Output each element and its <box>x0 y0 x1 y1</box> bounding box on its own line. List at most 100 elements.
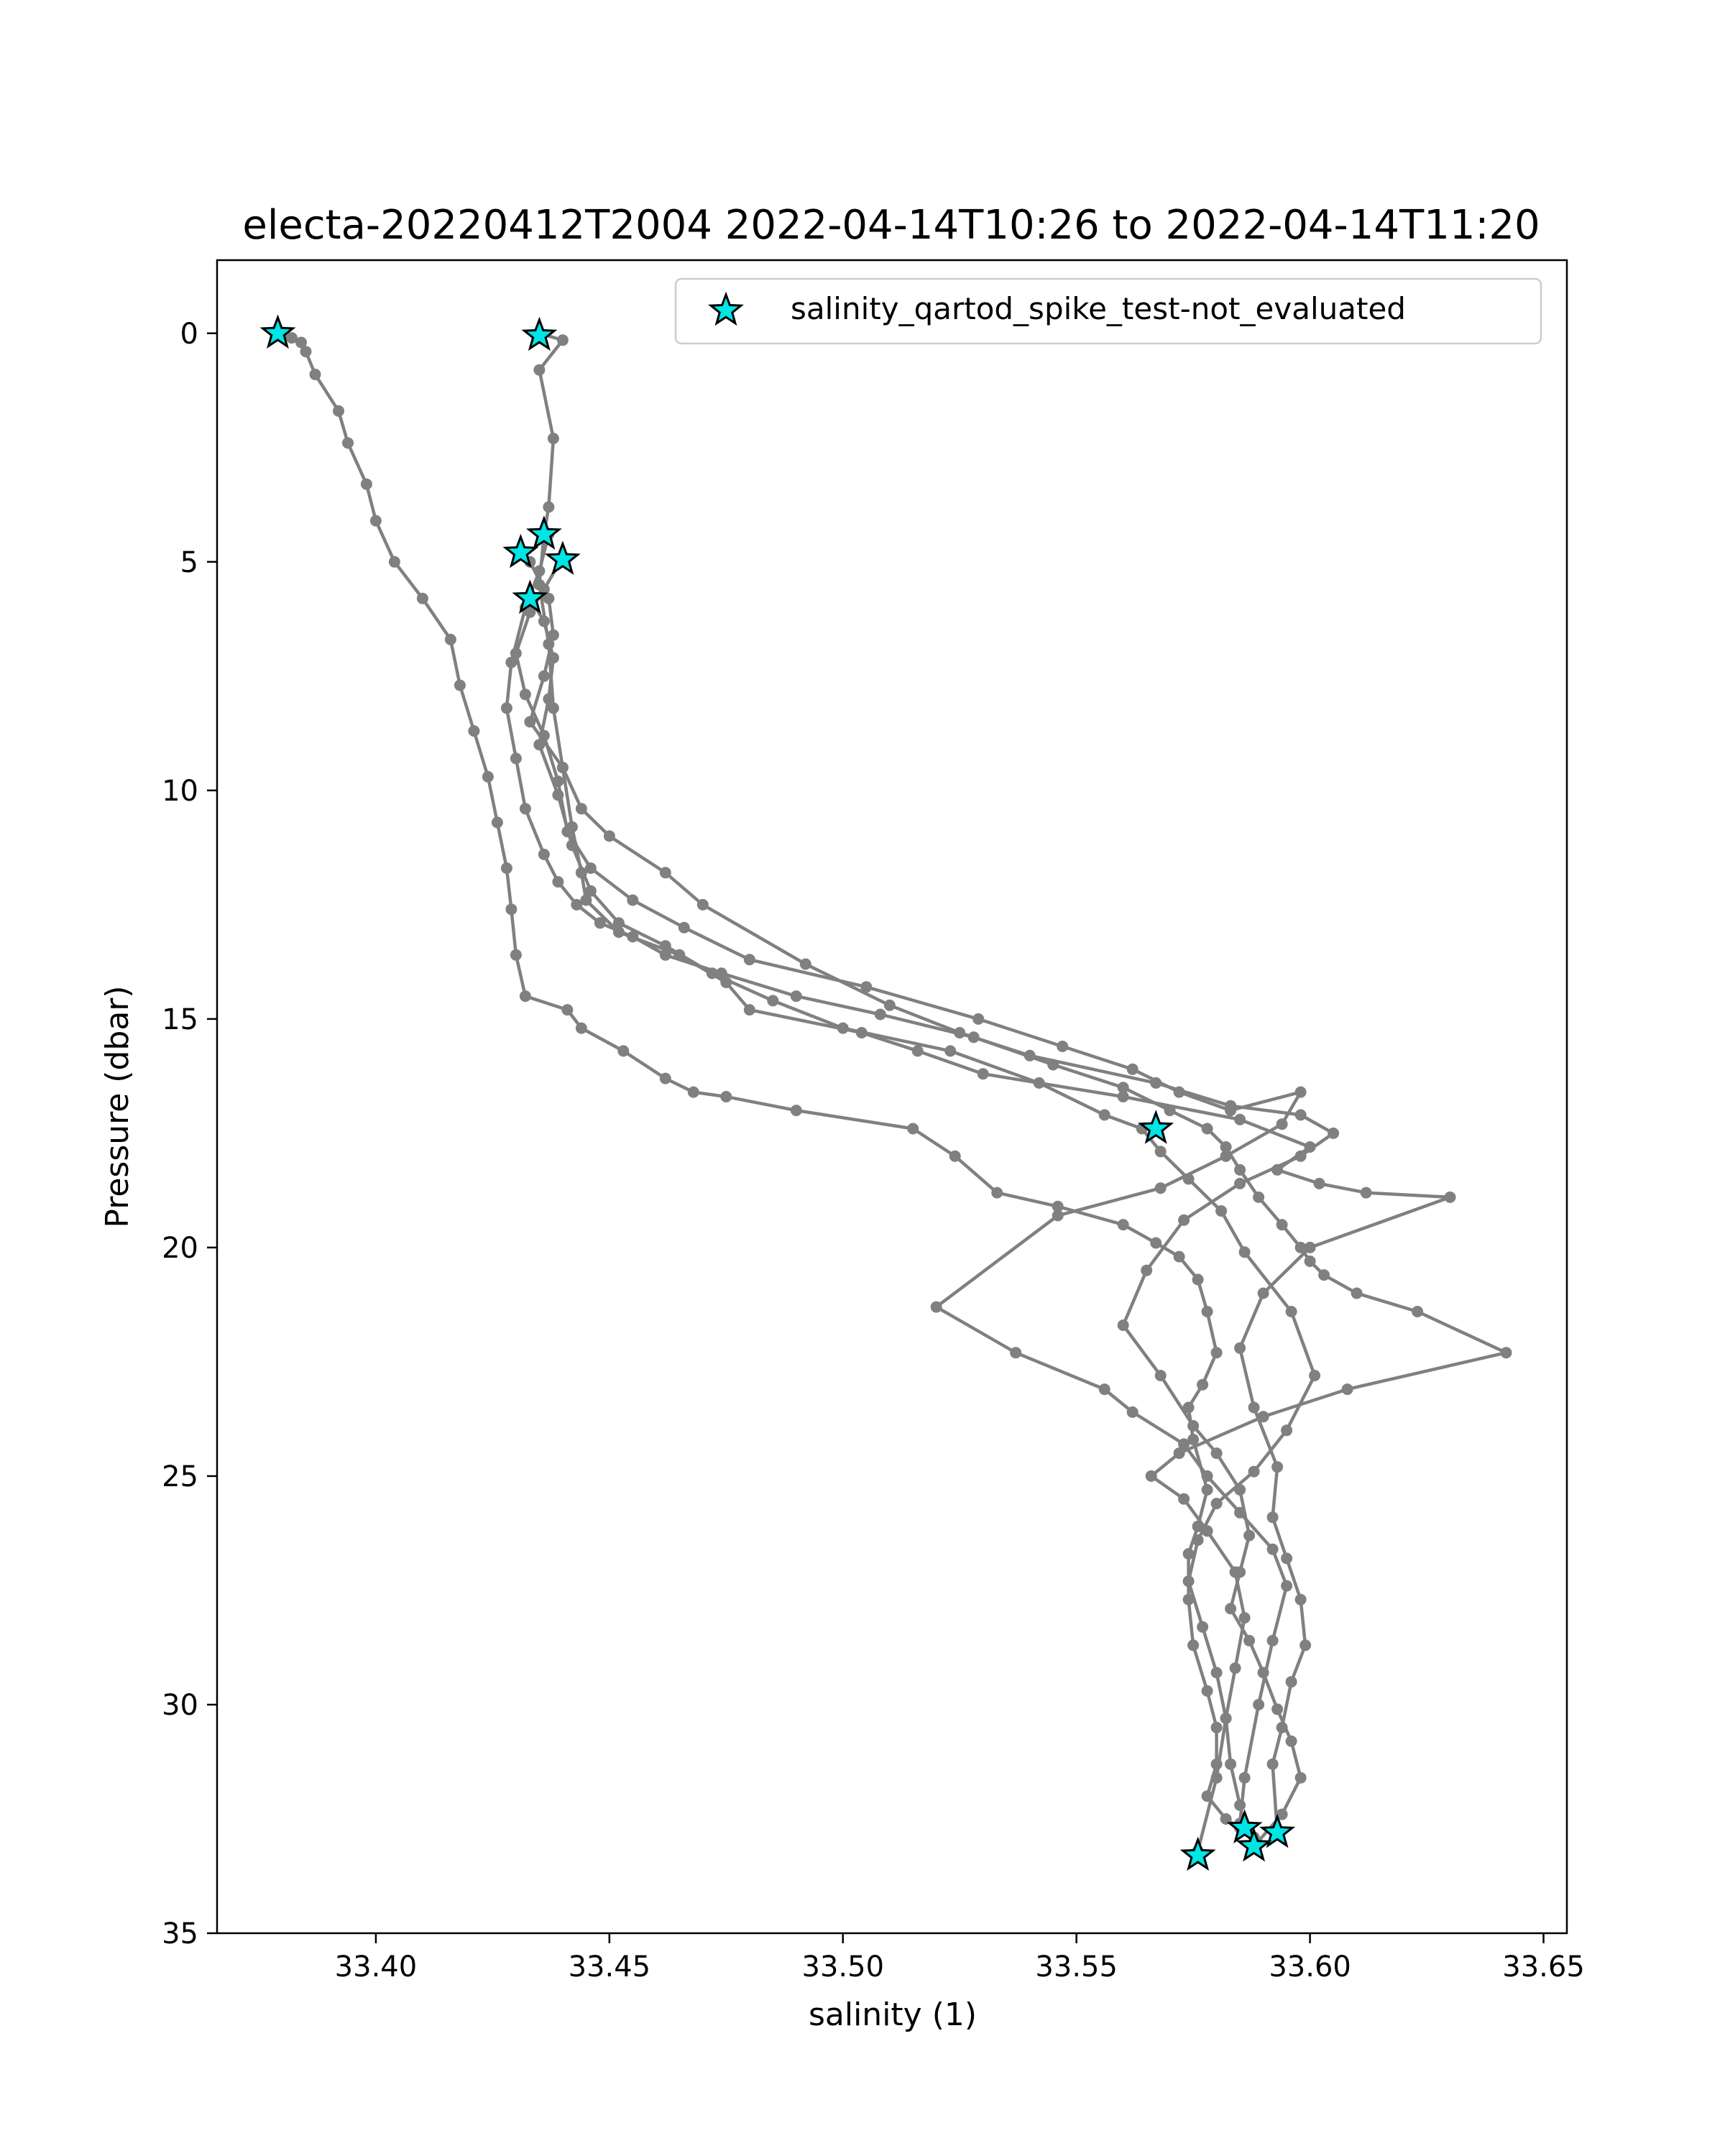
data-point <box>360 478 372 490</box>
data-point <box>1444 1191 1456 1203</box>
data-point <box>1225 1105 1237 1117</box>
y-tick-label: 0 <box>180 318 198 351</box>
data-point <box>1154 1146 1167 1158</box>
data-point <box>1178 1493 1190 1505</box>
data-point <box>1294 1086 1307 1098</box>
data-point <box>1178 1214 1190 1226</box>
data-point <box>1220 1141 1232 1153</box>
data-point <box>547 629 559 641</box>
spike-test-marker <box>259 314 296 349</box>
data-point <box>1117 1319 1129 1331</box>
data-point <box>533 364 546 376</box>
data-point <box>388 556 400 568</box>
data-point <box>538 670 550 682</box>
data-point <box>1098 1383 1110 1396</box>
data-point <box>1234 1177 1246 1189</box>
data-point <box>1197 1378 1209 1391</box>
data-point <box>1182 1575 1195 1588</box>
data-point <box>1201 1484 1213 1496</box>
data-point <box>1145 1470 1157 1482</box>
spike-test-marker <box>544 540 581 575</box>
spike-test-marker <box>512 579 548 614</box>
data-point <box>627 894 639 906</box>
data-point <box>790 1105 802 1117</box>
data-point <box>1182 1401 1195 1414</box>
y-axis-label: Pressure (dbar) <box>99 985 136 1227</box>
y-tick-label: 25 <box>162 1460 198 1493</box>
data-point <box>1141 1264 1153 1276</box>
legend-box <box>674 277 1542 345</box>
data-point <box>659 949 671 961</box>
profile-line-5 <box>514 556 1302 1824</box>
data-point <box>1182 1548 1195 1560</box>
data-point <box>561 826 574 838</box>
data-point <box>837 1022 849 1034</box>
data-point <box>1215 1205 1228 1217</box>
data-point <box>1300 1639 1312 1651</box>
y-axis: 0 5 10 15 20 25 30 35 <box>162 318 217 1950</box>
data-point <box>309 369 321 380</box>
data-point <box>538 615 550 627</box>
data-point <box>510 752 522 765</box>
data-point <box>659 1072 671 1084</box>
data-point <box>1294 1241 1307 1253</box>
data-point <box>1187 1434 1200 1445</box>
data-point <box>1238 1612 1251 1624</box>
data-point <box>1243 1529 1256 1542</box>
data-point <box>972 1013 985 1025</box>
data-point <box>860 981 873 993</box>
profile-line-3 <box>519 551 1335 1848</box>
data-point <box>1276 1118 1288 1130</box>
data-point <box>678 921 690 934</box>
data-point <box>1234 1506 1246 1519</box>
y-tick-label: 30 <box>162 1689 198 1722</box>
data-point <box>547 652 559 664</box>
data-point <box>1201 1306 1213 1317</box>
data-point <box>1294 1150 1307 1162</box>
data-point <box>1271 1461 1284 1473</box>
data-point <box>696 898 709 911</box>
data-point <box>1201 1470 1213 1482</box>
spike-test-marker <box>1138 1110 1174 1144</box>
data-point <box>547 433 559 445</box>
data-point <box>949 1150 961 1162</box>
data-point <box>1234 1342 1246 1354</box>
data-point <box>1281 1552 1293 1565</box>
data-point <box>907 1123 919 1135</box>
spike-test-marker <box>1259 1813 1296 1848</box>
spike-test-marker <box>525 515 562 550</box>
data-point <box>1117 1082 1129 1094</box>
x-tick-label: 33.45 <box>569 1950 651 1984</box>
data-point <box>571 898 583 911</box>
data-point <box>1234 1164 1246 1176</box>
data-point <box>1154 1370 1167 1381</box>
data-point <box>1201 1525 1213 1537</box>
data-point <box>799 958 811 970</box>
data-point <box>594 917 606 929</box>
data-point <box>1360 1187 1372 1199</box>
data-point <box>687 1086 699 1098</box>
data-point <box>883 999 896 1011</box>
data-point <box>720 1091 732 1102</box>
spike-test-marker <box>502 533 539 568</box>
x-tick-label: 33.50 <box>802 1950 885 1984</box>
data-point <box>1126 1063 1138 1075</box>
data-point <box>1412 1306 1424 1317</box>
legend: salinity_qartod_spike_test-not_evaluated <box>674 277 1542 345</box>
data-point <box>584 862 597 874</box>
data-point <box>500 862 512 874</box>
data-point <box>300 346 312 358</box>
data-point <box>659 940 671 952</box>
x-tick-label: 33.55 <box>1035 1950 1118 1984</box>
data-point <box>369 515 382 527</box>
data-point <box>1238 1772 1251 1784</box>
data-point <box>1271 1703 1284 1715</box>
data-point <box>1281 1424 1293 1437</box>
spike-test-marker <box>1236 1827 1272 1862</box>
data-point <box>1117 1219 1129 1231</box>
data-point <box>482 770 494 783</box>
data-point <box>627 931 639 943</box>
data-point <box>552 775 564 788</box>
data-point <box>1225 1758 1237 1770</box>
data-point <box>612 917 625 929</box>
